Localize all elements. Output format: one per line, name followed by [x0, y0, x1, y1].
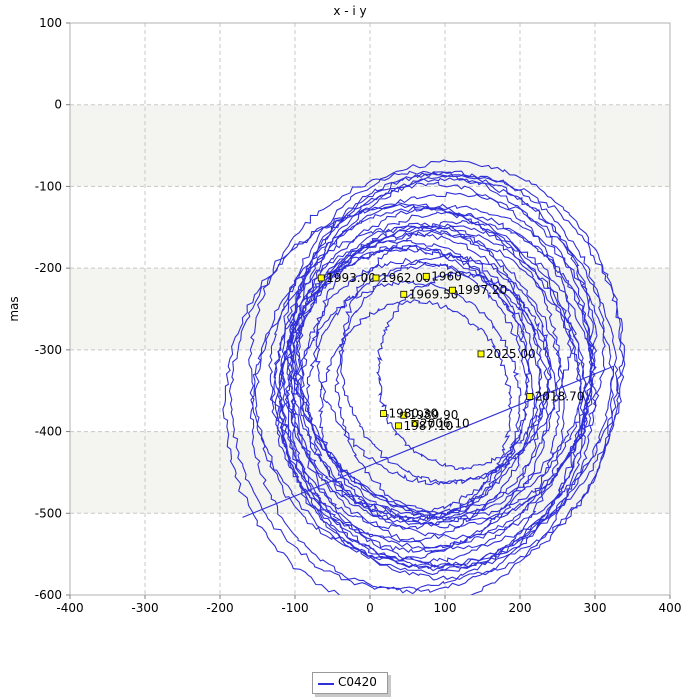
x-axis: -400 -300 -200 -100 0 100 200 300 400 — [56, 595, 681, 615]
y-tick-label: -100 — [35, 179, 62, 193]
x-tick-label: 300 — [584, 601, 607, 615]
epoch-label: 1969.50 — [409, 287, 459, 301]
epoch-label: 1989.90 — [409, 408, 459, 422]
epoch-marker — [477, 350, 485, 358]
x-tick-label: 200 — [509, 601, 532, 615]
x-tick-label: -100 — [281, 601, 308, 615]
epoch-marker — [400, 290, 408, 298]
epoch-marker — [372, 274, 380, 282]
epoch-label: 1980.30 — [389, 407, 439, 421]
series-group — [222, 159, 626, 595]
epoch-marker — [317, 274, 325, 282]
y-tick-label: -500 — [35, 506, 62, 520]
epoch-label: 1993.00 — [326, 271, 376, 285]
epoch-marker — [395, 422, 402, 430]
epoch-marker — [400, 411, 408, 419]
y-tick-label: -400 — [35, 425, 62, 439]
x-tick-label: -200 — [206, 601, 233, 615]
y-tick-label: -200 — [35, 261, 62, 275]
epoch-marker — [422, 272, 430, 280]
x-tick-label: 100 — [434, 601, 457, 615]
y-axis: 100 0 -100 -200 -300 -400 -500 -600 — [35, 16, 70, 602]
epoch-marker — [449, 286, 456, 294]
epoch-label: 1987.10 — [404, 419, 454, 433]
epoch-marker — [380, 410, 387, 417]
legend: C0420 — [312, 672, 388, 694]
x-tick-label: 400 — [659, 601, 682, 615]
y-tick-label: -300 — [35, 343, 62, 357]
epoch-label: 2025.00 — [486, 347, 536, 361]
epoch-label: 2018.70 — [535, 389, 585, 403]
y-tick-label: 0 — [54, 98, 62, 112]
x-tick-label: -400 — [56, 601, 83, 615]
legend-swatch — [318, 683, 334, 685]
y-axis-label: mas — [7, 296, 21, 321]
epoch-marker — [411, 419, 419, 427]
series-line-c0420 — [222, 159, 626, 595]
x-tick-label: 0 — [366, 601, 374, 615]
epoch-label: 1997.20 — [458, 283, 508, 297]
y-tick-label: -600 — [35, 588, 62, 602]
x-tick-label: -300 — [131, 601, 158, 615]
y-tick-label: 100 — [39, 16, 62, 30]
legend-label: C0420 — [338, 675, 377, 689]
chart-title: x - i y — [333, 4, 366, 18]
epoch-label: 1962.00 — [381, 271, 431, 285]
annotations-group: 1993.00 1962.00 1960 1969.50 1997.20 2025.00 2… — [317, 269, 585, 433]
epoch-label: 2006.10 — [420, 416, 470, 430]
epoch-marker — [526, 393, 534, 400]
epoch-label: 1960 — [431, 269, 462, 283]
